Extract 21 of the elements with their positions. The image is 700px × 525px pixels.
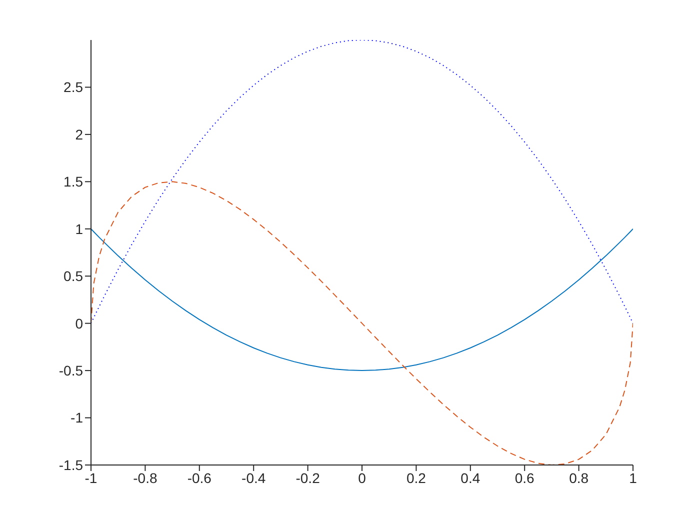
x-tick-label: 0.4	[460, 470, 480, 486]
y-tick-label: 0	[75, 315, 84, 332]
y-tick-label: 2.5	[64, 79, 84, 96]
line-series	[91, 40, 633, 324]
x-tick-label: -0.4	[242, 470, 266, 486]
x-tick-label: 0.6	[514, 470, 535, 486]
x-tick-label: 1	[629, 470, 638, 486]
x-tick-label: 0.2	[406, 470, 426, 486]
x-tick-label: -0.2	[296, 470, 320, 486]
y-tick-label: 1.5	[64, 174, 84, 190]
y-tick-label: -0.5	[58, 362, 84, 379]
y-tick-label: 1	[75, 220, 84, 237]
x-tick-label: 0	[358, 470, 366, 486]
y-tick-label: 0.5	[64, 268, 84, 284]
line-series	[91, 228, 633, 372]
x-tick-label: 0.8	[569, 470, 589, 486]
x-tick-label: -0.8	[133, 470, 158, 486]
y-tick-label: 2	[75, 126, 84, 142]
y-tick-label: -1.5	[58, 456, 84, 473]
x-tick-label: -0.6	[187, 470, 212, 486]
y-tick-label: -1	[70, 410, 84, 426]
